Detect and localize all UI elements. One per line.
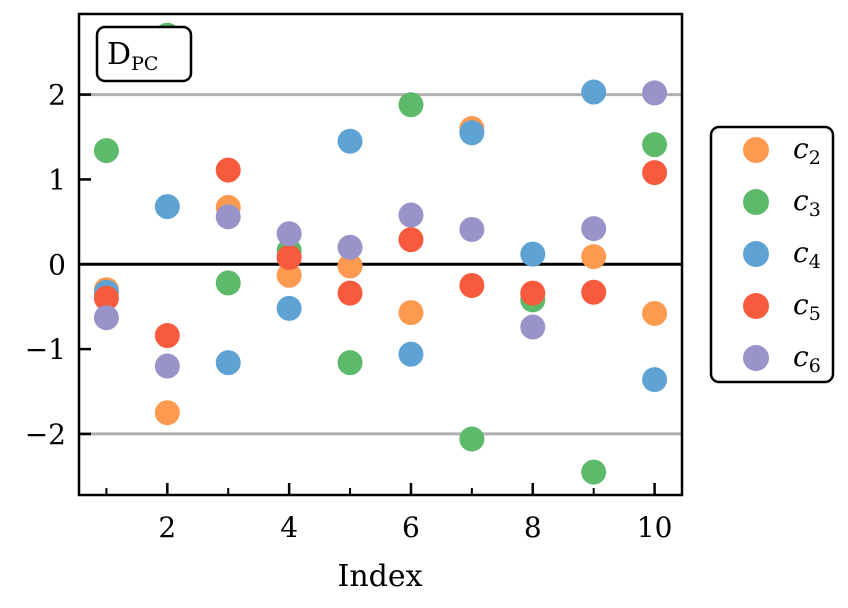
point-c5-7	[459, 272, 485, 298]
legend-frame	[709, 125, 835, 384]
x-axis-label: Index	[337, 559, 422, 594]
point-c4-2	[154, 194, 180, 220]
point-c6-6	[398, 202, 424, 228]
point-c4-8	[520, 241, 546, 267]
point-c6-1	[93, 305, 119, 331]
point-c3-5	[337, 350, 363, 376]
point-c3-9	[581, 459, 607, 485]
y-tick-label: 1	[48, 163, 66, 196]
plot-frame	[77, 12, 684, 497]
tick-labels: 2 4 6 8 10 −2 −1 0 1 2	[25, 79, 673, 544]
point-c2-9	[581, 244, 607, 270]
y-tick-label: −1	[25, 333, 66, 366]
x-tick-label: 10	[637, 511, 673, 544]
point-c4-6	[398, 341, 424, 367]
point-c5-5	[337, 280, 363, 306]
legend-marker-c5	[743, 293, 769, 319]
point-c6-10	[642, 80, 668, 106]
point-c6-5	[337, 234, 363, 260]
point-c4-3	[215, 350, 241, 376]
point-c4-10	[642, 367, 668, 393]
y-tick-label: 2	[48, 79, 66, 112]
x-tick-label: 2	[158, 511, 176, 544]
legend-marker-c2	[743, 137, 769, 163]
legend-label-c3: c3	[793, 184, 821, 221]
legend-marker-c3	[743, 189, 769, 215]
legend: c2 c3 c4 c5 c6	[709, 125, 835, 384]
x-tick-label: 6	[402, 511, 420, 544]
point-c2-10	[642, 300, 668, 326]
point-c2-5	[337, 253, 363, 279]
x-tick-label: 4	[280, 511, 298, 544]
point-c6-9	[581, 216, 607, 242]
point-c5-1	[93, 285, 119, 311]
annotation-text: D	[107, 37, 131, 72]
axis-ticks	[79, 93, 656, 495]
point-c2-2	[154, 400, 180, 426]
point-c3-10	[642, 132, 668, 158]
point-c2-6	[398, 300, 424, 326]
legend-marker-c6	[743, 345, 769, 371]
point-c3-7	[459, 426, 485, 452]
point-c4-9	[581, 79, 607, 105]
point-c3-3	[215, 270, 241, 296]
point-c5-9	[581, 279, 607, 305]
point-c5-8	[520, 280, 546, 306]
point-c4-4	[276, 295, 302, 321]
point-c5-10	[642, 160, 668, 186]
legend-label-c4: c4	[793, 236, 821, 273]
data-points	[93, 22, 668, 485]
point-c6-8	[520, 314, 546, 340]
annotation-box: DPC	[95, 25, 193, 83]
legend-label-c5: c5	[793, 288, 821, 325]
point-c6-2	[154, 353, 180, 379]
y-tick-label: 0	[48, 248, 66, 281]
point-c4-7	[459, 120, 485, 146]
svg-text:DPC: DPC	[107, 37, 158, 75]
point-c3-1	[93, 138, 119, 164]
x-tick-label: 8	[524, 511, 542, 544]
point-c6-3	[215, 204, 241, 230]
point-c3-6	[398, 92, 424, 118]
annotation-subscript: PC	[131, 53, 158, 75]
legend-marker-c4	[743, 241, 769, 267]
y-tick-label: −2	[25, 418, 66, 451]
point-c5-3	[215, 157, 241, 183]
point-c6-7	[459, 216, 485, 242]
legend-label-c2: c2	[793, 132, 821, 169]
point-c4-5	[337, 128, 363, 154]
legend-label-c6: c6	[793, 340, 821, 377]
point-c5-4	[276, 244, 302, 270]
point-c5-6	[398, 227, 424, 253]
point-c6-4	[276, 221, 302, 247]
point-c5-2	[154, 323, 180, 349]
point-c2-4	[276, 262, 302, 288]
